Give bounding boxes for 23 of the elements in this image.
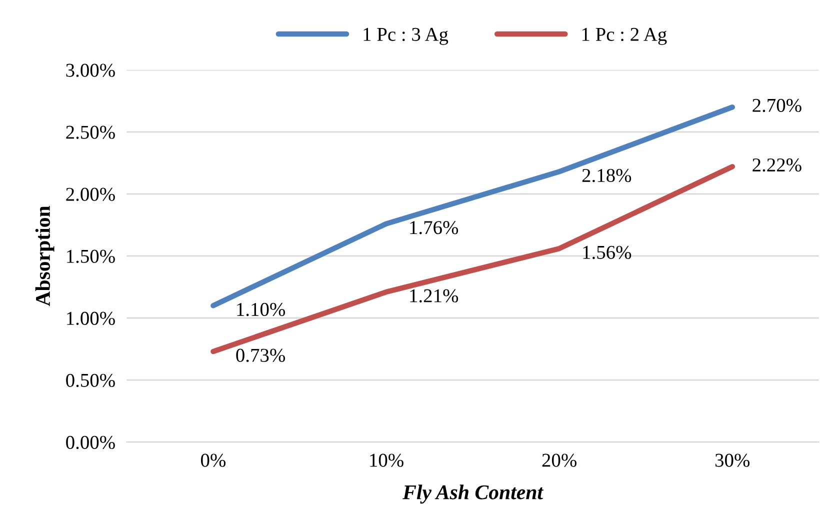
x-axis-title: Fly Ash Content <box>402 484 544 504</box>
legend-label: 1 Pc : 2 Ag <box>582 28 667 45</box>
data-label: 1.21% <box>410 289 458 302</box>
y-tick-label: 2.00% <box>66 188 115 201</box>
data-label: 1.56% <box>583 246 632 260</box>
data-label: 1.10% <box>237 302 285 316</box>
y-tick-label: 1.00% <box>67 312 115 326</box>
data-label: 2.18% <box>582 168 632 182</box>
y-tick-label: 0.50% <box>66 374 115 388</box>
data-label: 2.70% <box>752 98 802 112</box>
data-label: 1.76% <box>410 221 458 234</box>
x-tick-label: 20% <box>542 454 576 467</box>
data-label: 2.22% <box>752 158 802 172</box>
y-tick-label: 1.50% <box>67 250 115 263</box>
y-tick-label: 3.00% <box>66 64 115 77</box>
y-tick-label: 0.00% <box>66 436 115 450</box>
x-tick-label: 30% <box>715 454 750 467</box>
data-label: 0.73% <box>236 348 285 362</box>
x-tick-label: 10% <box>370 454 404 467</box>
legend-label: 1 Pc : 3 Ag <box>364 28 448 45</box>
y-tick-label: 2.50% <box>66 126 115 139</box>
y-axis-title: Absorption <box>35 206 54 306</box>
x-tick-label: 0% <box>200 454 226 467</box>
